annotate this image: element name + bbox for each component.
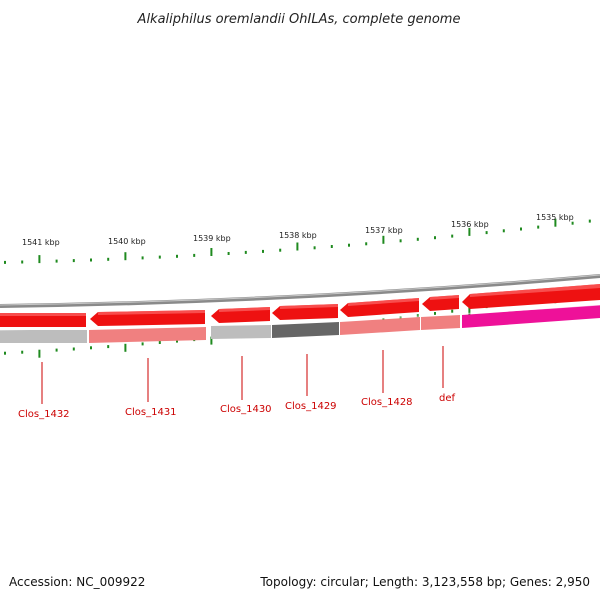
lower-seg-clos-1430 [211, 325, 271, 339]
gene-label-clos-1430[interactable]: Clos_1430 [220, 404, 272, 415]
genome-stats-text: Topology: circular; Length: 3,123,558 bp… [259, 575, 590, 589]
label-leaders [41, 346, 444, 404]
ruler-label-1535: 1535 kbp [536, 213, 574, 222]
cds-shine-3 [219, 307, 270, 312]
cds-shine-6 [430, 295, 459, 300]
ruler-label-1536: 1536 kbp [451, 220, 489, 229]
genome-title: Alkaliphilus oremlandii OhILAs, complete… [137, 12, 461, 27]
ruler-labels: 1541 kbp 1540 kbp 1539 kbp 1538 kbp 1537… [22, 213, 574, 247]
gene-label-clos-1432[interactable]: Clos_1432 [18, 409, 70, 420]
lower-track [0, 304, 600, 343]
ruler-label-1537: 1537 kbp [365, 226, 403, 235]
cds-shine-1 [0, 313, 86, 316]
lower-seg-next [462, 305, 600, 328]
accession-text: Accession: NC_009922 [9, 575, 145, 589]
ruler-label-1539: 1539 kbp [193, 234, 231, 243]
ruler-label-1541: 1541 kbp [22, 238, 60, 247]
cds-shine-4 [280, 304, 338, 309]
gene-label-clos-1428[interactable]: Clos_1428 [361, 397, 413, 408]
cds-shine-5 [348, 298, 419, 306]
backbone-highlight [0, 274, 600, 306]
lower-seg-clos-1428 [340, 317, 420, 335]
lower-seg-def [421, 315, 460, 330]
backbone-outer [0, 274, 600, 308]
cds-arrow-clos-1432[interactable] [0, 313, 86, 327]
lower-seg-clos-1432 [0, 330, 87, 343]
cds-shine-7 [470, 284, 600, 297]
lower-highlight [0, 304, 600, 331]
ruler-label-1538: 1538 kbp [279, 231, 317, 240]
cds-shine-2 [98, 310, 205, 315]
ruler-label-1540: 1540 kbp [108, 237, 146, 246]
lower-seg-clos-1429 [272, 322, 339, 338]
cds-track-forward [0, 284, 600, 327]
gene-labels: Clos_1432 Clos_1431 Clos_1430 Clos_1429 … [18, 393, 456, 420]
gene-label-clos-1431[interactable]: Clos_1431 [125, 407, 177, 418]
gene-label-def[interactable]: def [439, 393, 456, 404]
gene-label-clos-1429[interactable]: Clos_1429 [285, 401, 337, 412]
lower-seg-clos-1431 [89, 327, 206, 343]
